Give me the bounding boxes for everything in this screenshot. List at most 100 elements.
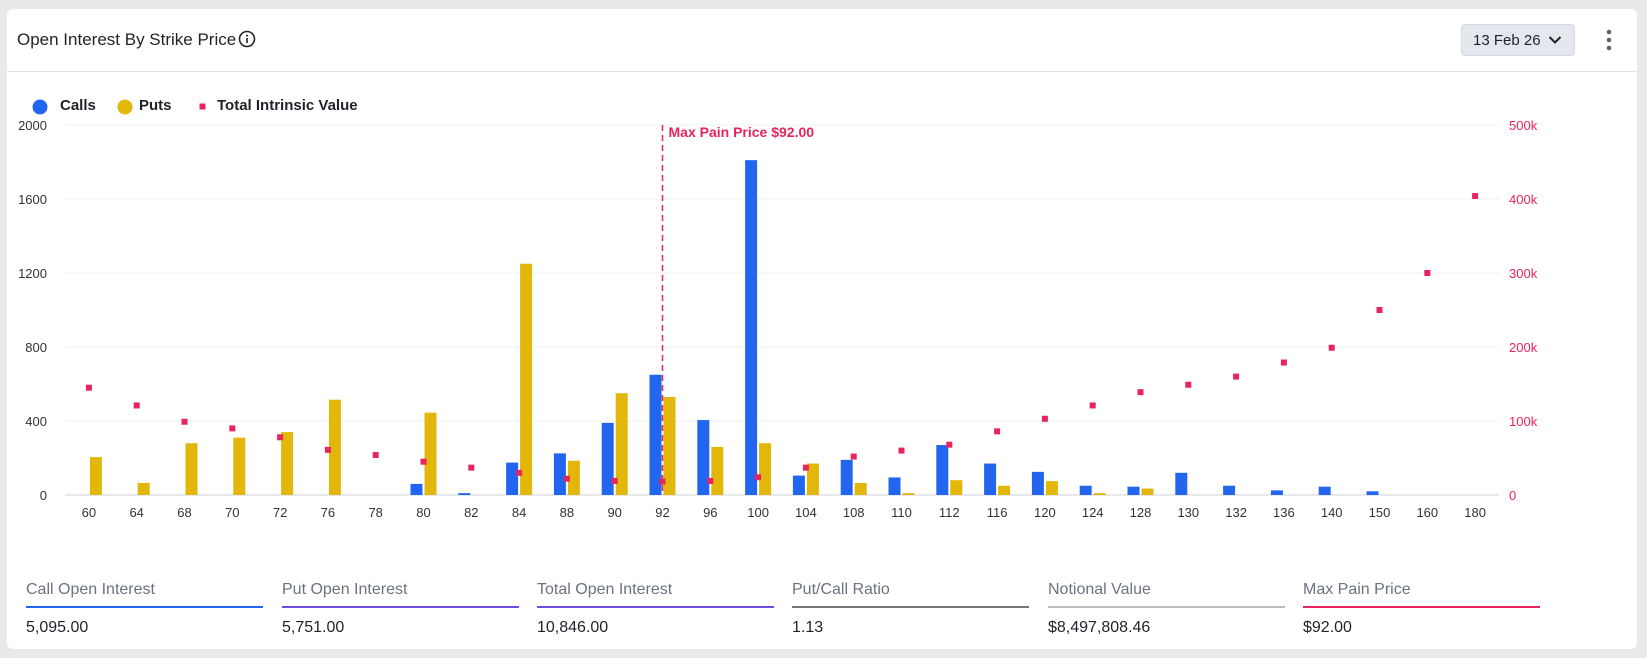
x-tick-label: 128 [1130, 505, 1152, 520]
x-tick-label: 90 [607, 505, 621, 520]
stat-underline [1048, 606, 1285, 608]
x-tick-label: 140 [1321, 505, 1343, 520]
intrinsic-point [1376, 307, 1383, 313]
stat-value: 10,846.00 [537, 619, 609, 636]
y-right-tick-label: 0 [1509, 488, 1516, 503]
chart-title: Open Interest By Strike Price [17, 30, 237, 49]
stat-underline [1303, 606, 1540, 608]
intrinsic-point [1472, 193, 1479, 200]
call-bar [1223, 485, 1236, 495]
expiry-date-value: 13 Feb 26 [1473, 32, 1541, 49]
y-right-tick-label: 200k [1509, 340, 1538, 355]
x-tick-label: 116 [987, 505, 1008, 520]
intrinsic-point [850, 453, 857, 460]
call-bar [601, 422, 614, 495]
legend-label-puts: Puts [139, 97, 172, 114]
more-options-icon[interactable] [1601, 28, 1617, 52]
x-tick-label: 76 [321, 505, 335, 520]
intrinsic-point [1041, 415, 1048, 422]
x-tick-label: 96 [703, 505, 717, 520]
call-bar [553, 453, 566, 495]
call-bar [936, 445, 949, 495]
call-bar [506, 462, 519, 495]
stat-underline [537, 606, 774, 608]
intrinsic-point [324, 446, 331, 453]
x-tick-label: 70 [225, 505, 239, 520]
intrinsic-point [1424, 270, 1431, 276]
stat-value: $8,497,808.46 [1048, 619, 1151, 636]
call-bar [649, 374, 662, 495]
stat-underline [792, 606, 1029, 608]
intrinsic-point [1089, 402, 1096, 409]
x-tick-label: 64 [129, 505, 143, 520]
grid-lines [65, 124, 1499, 496]
intrinsic-points [85, 193, 1479, 485]
intrinsic-point [802, 464, 809, 471]
stat-call-open-interest: Call Open Interest 5,095.00 [26, 569, 263, 639]
put-bar [1141, 488, 1154, 495]
x-tick-label: 72 [273, 505, 287, 520]
stat-put-call-ratio: Put/Call Ratio 1.13 [792, 569, 1029, 639]
put-bar [185, 443, 198, 495]
x-tick-label: 92 [655, 505, 669, 520]
y-left-tick-label: 2000 [18, 118, 47, 133]
stat-put-open-interest: Put Open Interest 5,751.00 [282, 569, 519, 639]
y-right-tick-label: 500k [1509, 118, 1538, 133]
put-bar [137, 482, 150, 495]
put-bar [759, 443, 772, 495]
call-bar [410, 483, 423, 495]
y-left-tick-label: 800 [25, 340, 47, 355]
x-tick-label: 120 [1034, 505, 1056, 520]
put-bar [328, 399, 341, 495]
x-tick-label: 110 [891, 505, 912, 520]
intrinsic-point [85, 384, 92, 391]
call-bar [1031, 471, 1044, 495]
y-right-tick-label: 400k [1509, 192, 1538, 207]
intrinsic-point [1328, 344, 1335, 351]
y-left-tick-label: 0 [40, 488, 47, 503]
put-bar [233, 437, 246, 495]
x-tick-label: 100 [747, 505, 769, 520]
put-bar [854, 482, 867, 495]
intrinsic-point [946, 441, 953, 448]
stat-value: $92.00 [1303, 619, 1352, 636]
legend-marker-puts [117, 99, 133, 115]
stat-value: 5,095.00 [26, 619, 89, 636]
x-tick-label: 82 [464, 505, 478, 520]
put-bar [1093, 493, 1106, 495]
info-icon[interactable] [238, 30, 256, 48]
x-tick-label: 112 [939, 505, 960, 520]
intrinsic-point [229, 425, 236, 432]
call-bar [1318, 486, 1331, 495]
y-left-tick-label: 1200 [18, 266, 47, 281]
intrinsic-point [277, 434, 284, 441]
intrinsic-point [1280, 359, 1287, 366]
intrinsic-point [994, 428, 1001, 435]
intrinsic-point [563, 475, 570, 482]
intrinsic-point [372, 452, 379, 459]
intrinsic-point [611, 477, 618, 484]
call-bar [1270, 490, 1283, 495]
stat-underline [282, 606, 519, 608]
x-tick-label: 160 [1416, 505, 1438, 520]
call-bar [697, 420, 710, 495]
stat-value: 1.13 [792, 619, 824, 636]
x-tick-label: 180 [1464, 505, 1486, 520]
axes: 0 400 800 1200 1600 2000 0 100k 200k 300k 400k 500k… [18, 118, 1538, 520]
x-tick-label: 68 [177, 505, 191, 520]
x-tick-label: 108 [843, 505, 865, 520]
open-interest-chart: Max Pain Price $92.00 040080012001600200… [18, 118, 1538, 520]
x-tick-label: 132 [1225, 505, 1247, 520]
card-header: Open Interest By Strike Price 13 Feb 26 [7, 9, 1637, 72]
put-bar [950, 480, 963, 495]
intrinsic-point [1137, 389, 1144, 396]
x-tick-label: 136 [1273, 505, 1295, 520]
put-bar [711, 446, 724, 495]
expiry-date-dropdown[interactable]: 13 Feb 26 [1461, 24, 1575, 56]
intrinsic-point [420, 458, 427, 465]
x-tick-label: 84 [512, 505, 526, 520]
call-bar [984, 463, 997, 495]
stat-value: 5,751.00 [282, 619, 345, 636]
stat-underline [26, 606, 263, 608]
call-bar [458, 493, 471, 495]
